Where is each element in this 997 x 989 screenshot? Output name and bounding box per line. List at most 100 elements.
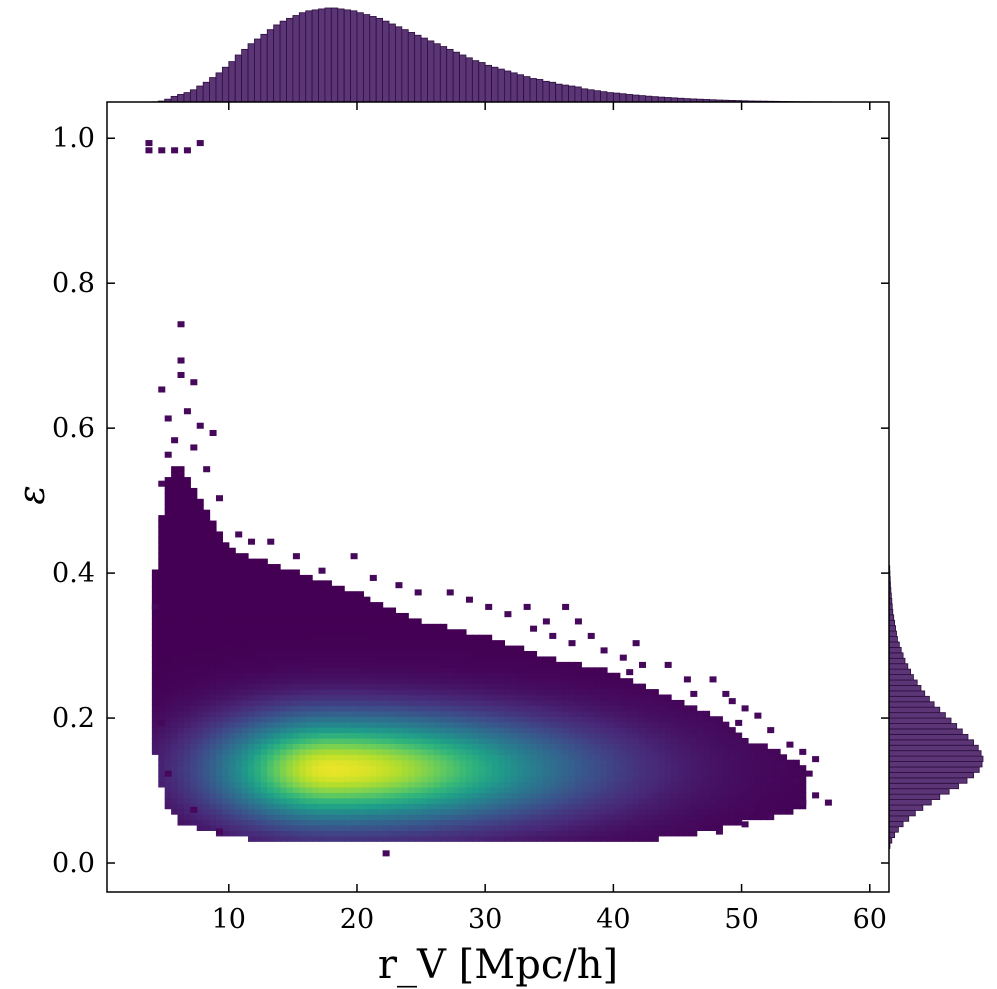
heatmap-cell	[356, 656, 364, 663]
heatmap-cell	[350, 699, 358, 706]
heatmap-cell	[606, 737, 614, 745]
heatmap-cell	[453, 754, 461, 761]
heatmap-cell	[292, 683, 300, 690]
heatmap-cell	[639, 721, 647, 728]
heatmap-cell	[171, 661, 179, 668]
heatmap-cell	[414, 651, 422, 658]
heatmap-cell	[485, 797, 493, 804]
marginal-y-bar	[888, 761, 983, 768]
heatmap-cell	[587, 667, 595, 674]
heatmap-cell	[241, 743, 249, 750]
heatmap-cell	[248, 538, 256, 545]
heatmap-cell	[715, 828, 723, 835]
heatmap-cell	[299, 640, 307, 647]
heatmap-cell	[190, 792, 198, 799]
heatmap-cell	[241, 640, 249, 647]
heatmap-cell	[619, 797, 627, 804]
heatmap-cell	[331, 634, 339, 641]
heatmap-cell	[555, 814, 563, 821]
heatmap-cell	[286, 602, 294, 609]
heatmap-cell	[260, 803, 268, 810]
heatmap-cell	[562, 797, 570, 804]
heatmap-cell	[190, 694, 198, 701]
heatmap-cell	[273, 770, 281, 777]
heatmap-cell	[491, 661, 499, 668]
heatmap-cell	[171, 754, 179, 761]
heatmap-cell	[151, 629, 159, 636]
heatmap-cell	[235, 814, 243, 821]
heatmap-cell	[664, 694, 672, 701]
heatmap-cell	[433, 661, 441, 668]
heatmap-cell	[568, 781, 576, 788]
heatmap-cell	[248, 558, 256, 565]
heatmap-cell	[427, 640, 435, 647]
heatmap-cell	[280, 699, 288, 706]
heatmap-cell	[427, 727, 435, 734]
heatmap-cell	[498, 797, 506, 804]
heatmap-cell	[356, 661, 364, 668]
heatmap-cell	[722, 759, 730, 766]
heatmap-cell	[703, 716, 711, 723]
heatmap-cell	[164, 705, 172, 712]
heatmap-cell	[523, 765, 531, 772]
heatmap-cell	[363, 797, 371, 804]
heatmap-cell	[587, 732, 595, 739]
heatmap-cell	[344, 710, 352, 717]
heatmap-cell	[542, 776, 550, 783]
heatmap-cell	[683, 786, 691, 793]
heatmap-cell	[446, 792, 454, 799]
heatmap-cell	[312, 678, 320, 685]
heatmap-cell	[440, 770, 448, 777]
x-axis-ticks: 10 20 30 40 50 60	[212, 102, 887, 935]
heatmap-cell	[683, 737, 691, 745]
marginal-y-histogram	[888, 565, 984, 849]
heatmap-cell	[472, 754, 480, 761]
heatmap-cell	[196, 705, 204, 712]
heatmap-cell	[671, 765, 679, 772]
heatmap-cell	[440, 694, 448, 701]
heatmap-cell	[337, 607, 345, 614]
heatmap-cell	[177, 689, 185, 696]
heatmap-cell	[177, 607, 185, 614]
x-tick-label: 50	[724, 904, 758, 935]
heatmap-cell	[183, 786, 191, 793]
heatmap-cell	[363, 765, 371, 772]
heatmap-cell	[517, 678, 525, 685]
heatmap-cell	[626, 699, 634, 706]
heatmap-cell	[209, 727, 217, 734]
heatmap-cell	[510, 667, 518, 674]
heatmap-cell	[632, 803, 640, 810]
heatmap-cell	[171, 667, 179, 674]
heatmap-cell	[498, 656, 506, 663]
heatmap-cell	[209, 429, 217, 436]
heatmap-cell	[478, 640, 486, 647]
heatmap-cell	[177, 765, 185, 772]
heatmap-cell	[555, 776, 563, 783]
heatmap-cell	[318, 656, 326, 663]
heatmap-cell	[542, 618, 550, 625]
heatmap-cell	[190, 569, 198, 576]
heatmap-cell	[536, 748, 544, 755]
heatmap-cell	[587, 705, 595, 712]
heatmap-cell	[600, 699, 608, 706]
heatmap-cell	[433, 814, 441, 821]
heatmap-cell	[228, 770, 236, 777]
heatmap-cell	[446, 759, 454, 766]
heatmap-cell	[780, 754, 788, 761]
heatmap-cell	[158, 645, 166, 652]
heatmap-cell	[542, 743, 550, 750]
heatmap-cell	[741, 737, 749, 745]
heatmap-cell	[183, 743, 191, 750]
heatmap-cell	[183, 672, 191, 679]
heatmap-cell	[203, 776, 211, 783]
y-tick-label: 0.6	[52, 413, 95, 444]
heatmap-cell	[215, 612, 223, 619]
heatmap-cell	[376, 623, 384, 630]
heatmap-cell	[395, 814, 403, 821]
heatmap-cell	[312, 629, 320, 636]
heatmap-cell	[299, 716, 307, 723]
heatmap-cell	[690, 803, 698, 810]
heatmap-cell	[267, 792, 275, 799]
heatmap-cell	[421, 743, 429, 750]
heatmap-cell	[228, 797, 236, 804]
